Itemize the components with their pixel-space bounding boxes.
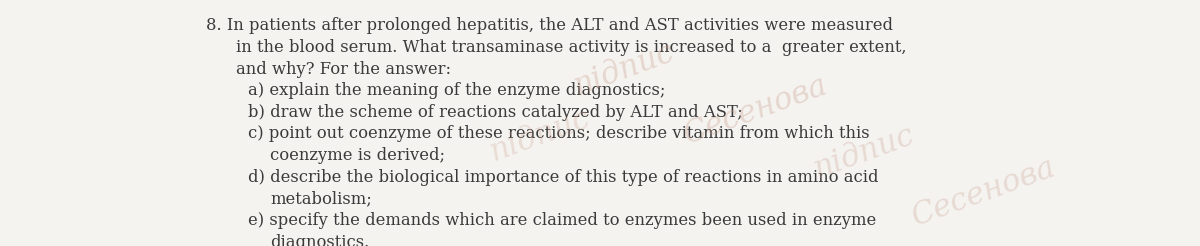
Text: b) draw the scheme of reactions catalyzed by ALT and AST;: b) draw the scheme of reactions catalyze… xyxy=(248,104,743,121)
Text: підпис: підпис xyxy=(485,103,595,168)
Text: coenzyme is derived;: coenzyme is derived; xyxy=(270,147,445,164)
Text: d) describe the biological importance of this type of reactions in amino acid: d) describe the biological importance of… xyxy=(248,169,878,186)
Text: c) point out coenzyme of these reactions; describe vitamin from which this: c) point out coenzyme of these reactions… xyxy=(248,125,870,142)
Text: in the blood serum. What transaminase activity is increased to a  greater extent: in the blood serum. What transaminase ac… xyxy=(236,39,907,56)
Text: Сесенова: Сесенова xyxy=(680,70,832,151)
Text: e) specify the demands which are claimed to enzymes been used in enzyme: e) specify the demands which are claimed… xyxy=(248,212,877,229)
Text: a) explain the meaning of the enzyme diagnostics;: a) explain the meaning of the enzyme dia… xyxy=(248,82,666,99)
Text: підпис: підпис xyxy=(569,36,679,101)
Text: and why? For the answer:: and why? For the answer: xyxy=(236,61,451,77)
Text: diagnostics.: diagnostics. xyxy=(270,234,370,246)
Text: Сесенова: Сесенова xyxy=(908,152,1060,232)
Text: 8. In patients after prolonged hepatitis, the ALT and AST activities were measur: 8. In patients after prolonged hepatitis… xyxy=(206,17,893,34)
Text: metabolism;: metabolism; xyxy=(270,190,372,207)
Text: підпис: підпис xyxy=(809,120,919,185)
